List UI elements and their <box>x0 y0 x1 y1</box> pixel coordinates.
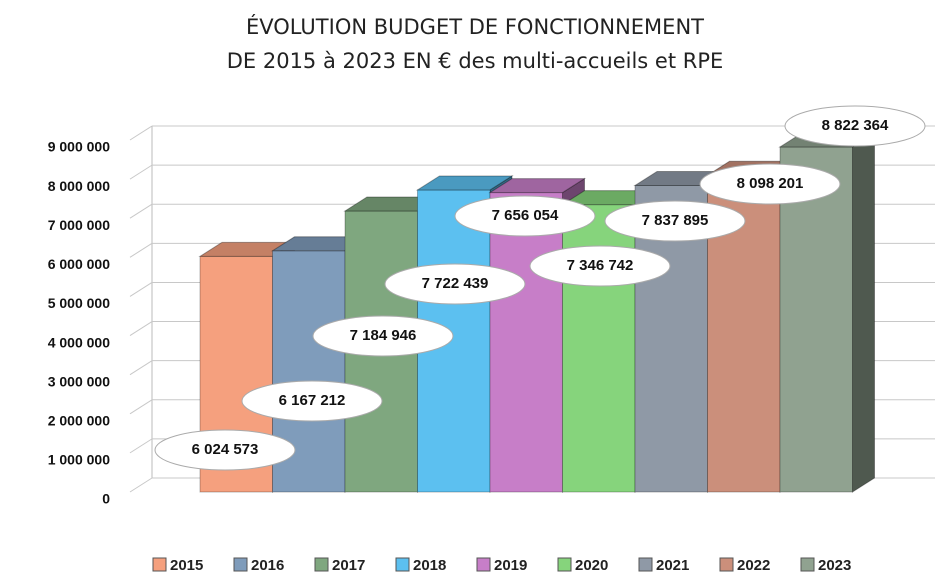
y-tick-label: 3 000 000 <box>48 373 110 389</box>
legend-label: 2017 <box>332 557 365 574</box>
legend-swatch <box>152 557 167 572</box>
grid-line-side <box>129 360 153 376</box>
value-label-bubble <box>699 163 841 205</box>
grid-line-side <box>129 242 153 258</box>
grid-line-side <box>129 321 153 336</box>
value-label-bubble <box>384 263 526 305</box>
legend-label: 2020 <box>575 557 608 574</box>
legend-swatch <box>395 557 410 572</box>
value-label-bubble <box>241 380 383 422</box>
value-label-bubble <box>454 195 596 237</box>
y-tick-label: 2 000 000 <box>48 412 110 428</box>
bar-side <box>852 132 875 493</box>
legend-swatch <box>800 557 815 572</box>
value-label: 8 822 364 <box>822 117 889 134</box>
legend-swatch <box>476 557 491 572</box>
y-tick-label: 7 000 000 <box>48 217 110 233</box>
grid-line-side <box>129 125 153 141</box>
grid-line-side <box>129 164 153 180</box>
grid-line-side <box>129 438 153 454</box>
legend-swatch <box>719 557 734 572</box>
legend-label: 2018 <box>413 557 446 574</box>
value-label: 7 722 439 <box>422 275 489 292</box>
legend-swatch <box>638 557 653 572</box>
y-tick-label: 5 000 000 <box>48 295 110 311</box>
value-label-bubble <box>154 429 296 471</box>
legend-label: 2023 <box>818 557 851 574</box>
y-tick-label: 6 000 000 <box>48 256 110 272</box>
bar <box>779 146 853 493</box>
legend-label: 2021 <box>656 557 689 574</box>
chart-title: ÉVOLUTION BUDGET DE FONCTIONNEMENT <box>246 14 704 39</box>
legend-swatch <box>314 557 329 572</box>
y-tick-label: 1 000 000 <box>48 452 110 468</box>
value-label: 7 837 895 <box>642 212 709 229</box>
legend-label: 2015 <box>170 557 203 574</box>
y-tick-label: 9 000 000 <box>48 139 110 155</box>
y-tick-label: 0 <box>102 491 110 507</box>
value-label: 7 656 054 <box>492 207 559 224</box>
legend-swatch <box>557 557 572 572</box>
legend-label: 2022 <box>737 557 770 574</box>
value-label-bubble <box>784 105 926 147</box>
value-label-bubble <box>529 245 671 287</box>
grid-line-side <box>129 203 153 219</box>
y-tick-label: 4 000 000 <box>48 334 110 350</box>
value-label-bubble <box>312 315 454 357</box>
grid-line-side <box>129 477 153 493</box>
y-tick-label: 8 000 000 <box>48 178 110 194</box>
bar-top <box>415 175 514 191</box>
legend-label: 2019 <box>494 557 527 574</box>
value-label: 7 346 742 <box>567 257 634 274</box>
value-label: 8 098 201 <box>737 175 804 192</box>
bar-top <box>488 178 587 194</box>
bar <box>489 192 563 493</box>
legend-swatch <box>233 557 248 572</box>
value-label: 6 024 573 <box>192 441 259 458</box>
chart-subtitle: DE 2015 à 2023 EN € des multi-accueils e… <box>227 49 724 73</box>
value-label: 7 184 946 <box>350 327 417 344</box>
value-label: 6 167 212 <box>279 392 346 409</box>
legend-label: 2016 <box>251 557 284 574</box>
value-label-bubble <box>604 200 746 242</box>
grid-line-side <box>129 399 153 415</box>
grid-line-side <box>129 282 153 297</box>
